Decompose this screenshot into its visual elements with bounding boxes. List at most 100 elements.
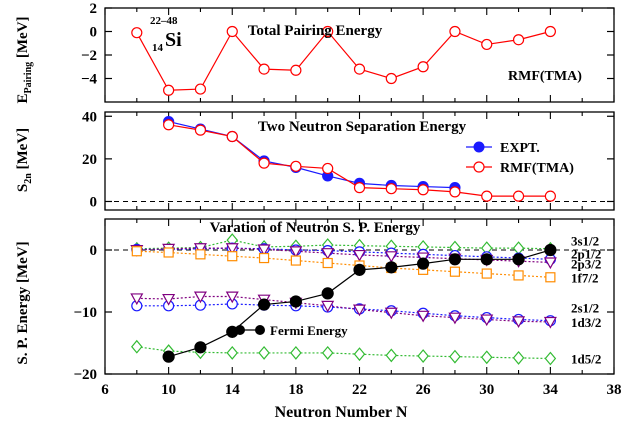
data-point xyxy=(449,266,461,277)
data-point xyxy=(131,339,143,354)
sp-title: Varation of Neutron S. P. Energy xyxy=(210,220,421,236)
data-point xyxy=(193,291,207,304)
data-point xyxy=(545,272,556,283)
data-point xyxy=(480,253,493,266)
data-point xyxy=(417,184,429,196)
y-tick-label: −2 xyxy=(81,48,97,64)
data-point xyxy=(322,162,334,175)
panel-pairing: 2 0 −2 −4 xyxy=(81,1,615,103)
data-point xyxy=(417,349,429,363)
data-point xyxy=(290,64,302,76)
data-point xyxy=(289,246,303,258)
data-point xyxy=(512,34,525,46)
data-point xyxy=(225,291,239,304)
data-point xyxy=(226,130,238,143)
nucleus-symbol: Si xyxy=(165,29,182,51)
data-point xyxy=(258,345,270,360)
fermi-legend-marker-left xyxy=(235,325,245,335)
data-point xyxy=(385,348,398,363)
data-point xyxy=(322,257,333,269)
x-axis-label: Neutron Number N xyxy=(275,404,408,421)
pairing-ylabel-sub: Pairing xyxy=(23,62,34,94)
pairing-ylabel-unit: [MeV] xyxy=(15,16,31,61)
series-line xyxy=(136,30,551,91)
nucleus-mass: 22–48 xyxy=(150,15,178,27)
separation-ylabel-sub: 2n xyxy=(23,173,34,184)
data-point xyxy=(448,253,462,266)
data-point xyxy=(321,248,335,260)
data-point xyxy=(544,25,556,38)
separation-legend: EXPT. RMF(TMA) xyxy=(466,141,574,176)
data-point xyxy=(543,316,557,329)
legend-rmf-marker xyxy=(473,161,485,173)
data-point xyxy=(512,316,526,329)
data-point xyxy=(290,345,302,360)
data-point xyxy=(131,246,142,257)
separation-title: Two Neutron Separation Energy xyxy=(258,119,467,135)
nucleus-charge: 14 xyxy=(152,42,164,54)
data-point xyxy=(195,249,206,260)
level-label: 1f7/2 xyxy=(571,270,598,285)
series-2s1-2 xyxy=(131,298,556,327)
x-tick-label: 22 xyxy=(352,382,367,398)
data-point xyxy=(385,261,398,274)
legend-expt-label: EXPT. xyxy=(500,141,540,156)
data-point xyxy=(194,124,207,136)
data-point xyxy=(226,345,239,360)
level-label: 2s1/2 xyxy=(571,301,599,316)
data-point xyxy=(163,119,175,131)
pairing-title: Total Pairing Energy xyxy=(248,23,383,39)
separation-ylabel: S2n [MeV] xyxy=(15,128,34,192)
data-point xyxy=(258,252,270,264)
data-point xyxy=(352,304,367,317)
data-point xyxy=(257,298,271,311)
series-rmf-tma- xyxy=(163,119,556,202)
data-point xyxy=(290,255,301,266)
data-point xyxy=(163,84,175,96)
data-point xyxy=(512,350,525,365)
data-point xyxy=(227,251,238,262)
data-point xyxy=(225,243,239,255)
level-label: 2p1/2 xyxy=(571,247,601,262)
panel-separation: 40 20 0 xyxy=(82,109,615,211)
data-point xyxy=(321,300,335,313)
series-line xyxy=(136,239,551,250)
data-point xyxy=(543,257,557,270)
y-tick-label: 0 xyxy=(90,25,98,41)
y-tick-label: 20 xyxy=(82,152,97,168)
level-label: 2p3/2 xyxy=(571,257,601,272)
legend-rmf-label: RMF(TMA) xyxy=(500,161,574,176)
y-tick-label: −20 xyxy=(73,367,97,383)
legend-expt-marker xyxy=(473,141,485,153)
level-label: 3s1/2 xyxy=(571,234,599,249)
y-tick-label: 0 xyxy=(90,243,98,259)
fermi-legend-marker-right xyxy=(255,325,265,335)
series-1d3-2 xyxy=(130,291,557,329)
data-point xyxy=(384,251,398,263)
y-tick-label: 2 xyxy=(90,1,98,17)
x-tick-label: 34 xyxy=(543,382,559,398)
data-point xyxy=(322,25,334,38)
y-tick-label: −10 xyxy=(73,305,97,321)
data-point xyxy=(289,295,302,308)
series-line xyxy=(136,295,551,323)
data-point xyxy=(130,293,144,306)
data-point xyxy=(162,293,176,306)
level-label: 1d5/2 xyxy=(571,352,601,367)
y-tick-label: 40 xyxy=(82,109,97,125)
panel-single-particle: 0−10−206 10 14 18 22 26 30 34 383s1/22p1/22p3/21… xyxy=(73,218,622,398)
data-point xyxy=(321,287,334,300)
x-tick-label: 30 xyxy=(479,382,494,398)
data-point xyxy=(162,350,175,363)
data-point xyxy=(163,247,174,258)
data-point xyxy=(481,268,492,279)
data-point xyxy=(417,61,429,73)
data-point xyxy=(544,190,556,202)
data-point xyxy=(385,72,397,85)
data-point xyxy=(512,190,525,202)
data-point xyxy=(512,241,525,256)
data-point xyxy=(448,312,462,325)
level-label: 1d3/2 xyxy=(571,315,601,330)
sp-ylabel: S. P. Energy [MeV] xyxy=(15,241,31,364)
